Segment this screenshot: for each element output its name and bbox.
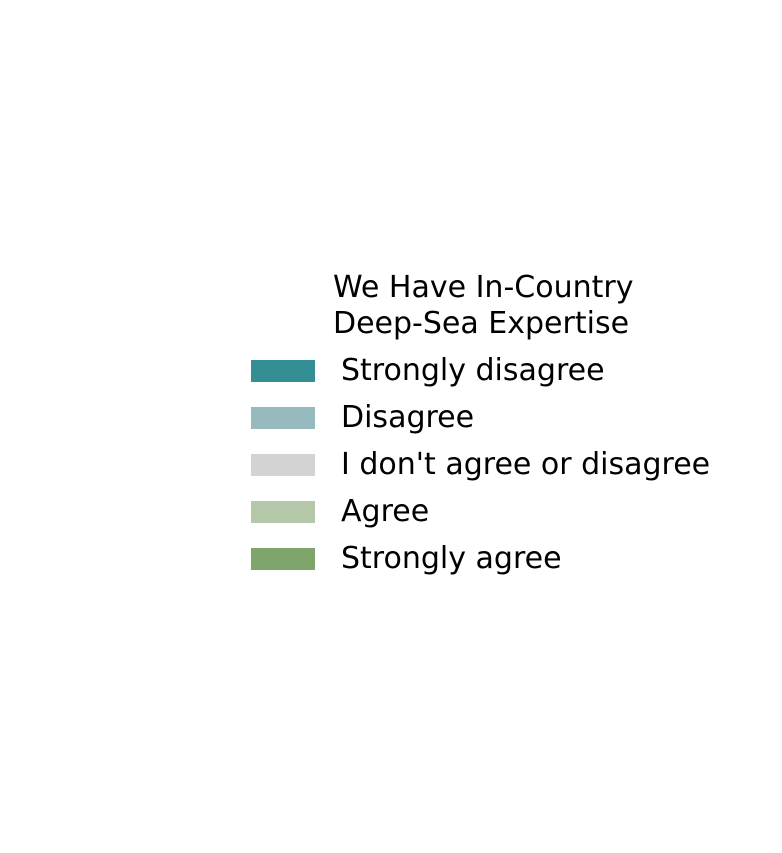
legend-item-agree: Agree: [251, 494, 429, 530]
legend-swatch-neutral: [251, 454, 315, 476]
legend-label-neutral: I don't agree or disagree: [341, 447, 711, 482]
legend-label-disagree: Disagree: [341, 400, 475, 435]
legend-item-strongly-disagree: Strongly disagree: [251, 353, 605, 389]
legend-label-agree: Agree: [341, 494, 430, 529]
legend-label-strongly-disagree: Strongly disagree: [341, 353, 605, 388]
legend-swatch-disagree: [251, 407, 315, 429]
legend-swatch-strongly-disagree: [251, 360, 315, 382]
legend-title-line-1: We Have In-Country: [333, 270, 634, 305]
legend-label-strongly-agree: Strongly agree: [341, 541, 562, 576]
legend-title-line-2: Deep-Sea Expertise: [333, 306, 630, 341]
legend-swatch-agree: [251, 501, 315, 523]
legend-swatch-strongly-agree: [251, 548, 315, 570]
legend-item-strongly-agree: Strongly agree: [251, 541, 562, 577]
legend-item-disagree: Disagree: [251, 400, 474, 436]
legend-item-neutral: I don't agree or disagree: [251, 447, 710, 483]
legend-title: We Have In-Country Deep-Sea Expertise: [333, 270, 633, 342]
